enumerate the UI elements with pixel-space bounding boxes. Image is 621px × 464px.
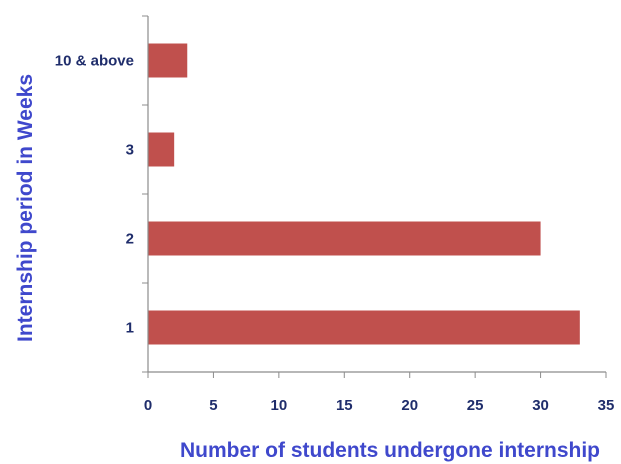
bar-2 bbox=[148, 221, 541, 256]
y-tick-label: 10 & above bbox=[55, 53, 134, 70]
y-tick-label: 2 bbox=[126, 231, 134, 248]
bar-10-above bbox=[148, 43, 188, 78]
x-tick-label: 5 bbox=[209, 397, 217, 414]
x-tick-label: 25 bbox=[467, 397, 484, 414]
x-tick-label: 10 bbox=[271, 397, 288, 414]
bars-group bbox=[148, 43, 580, 345]
y-axis-title: Internship period in Weeks bbox=[14, 74, 37, 342]
x-tick-label: 35 bbox=[598, 397, 615, 414]
x-tick-label: 30 bbox=[532, 397, 549, 414]
y-tick-label: 1 bbox=[126, 320, 134, 337]
x-tick-label: 0 bbox=[144, 397, 152, 414]
x-tick-label: 20 bbox=[401, 397, 418, 414]
bar-3 bbox=[148, 132, 175, 167]
x-tick-label: 15 bbox=[336, 397, 353, 414]
ticks-group: 1 2 3 10 & above 0 5 10 15 20 25 30 35 bbox=[55, 53, 615, 415]
x-axis-title: Number of students undergone internship bbox=[180, 439, 600, 462]
axes-group bbox=[142, 15, 607, 378]
bar-1 bbox=[148, 310, 580, 345]
y-tick-label: 3 bbox=[126, 142, 134, 159]
